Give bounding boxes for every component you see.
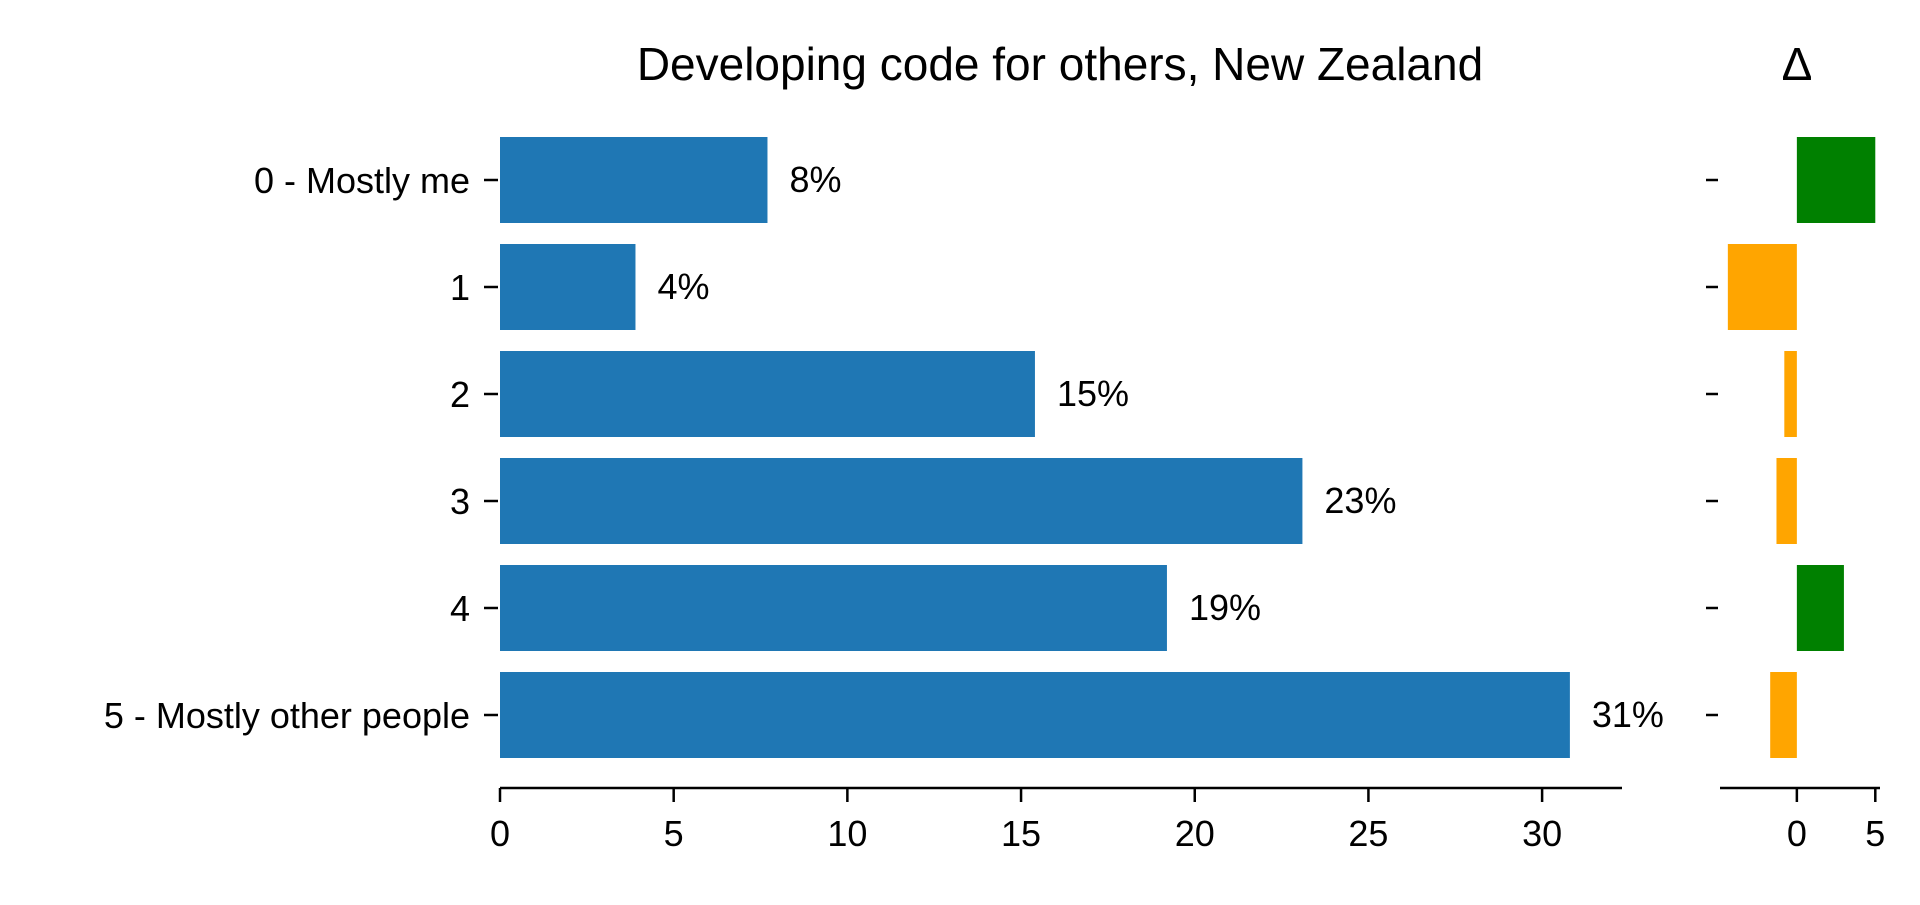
delta-chart-title: Δ: [1782, 38, 1813, 90]
category-label-0: 0 - Mostly me: [254, 160, 470, 201]
main-plot-area: 8% 0 - Mostly me 4% 1 15% 2 23% 3 19% 4 31% 5 - Mos…: [104, 137, 1664, 854]
bar-5: [500, 672, 1570, 758]
category-label-1: 1: [450, 267, 470, 308]
main-x-tick-label-2: 10: [827, 813, 867, 854]
main-chart-title: Developing code for others, New Zealand: [637, 38, 1483, 90]
delta-bar-0: [1796, 137, 1876, 223]
data-label-4: 19%: [1189, 587, 1261, 628]
data-label-3: 23%: [1324, 480, 1396, 521]
category-label-2: 2: [450, 374, 470, 415]
category-label-4: 4: [450, 588, 470, 629]
main-x-tick-label-1: 5: [664, 813, 684, 854]
delta-bar-3: [1776, 458, 1797, 544]
main-x-tick-label-3: 15: [1001, 813, 1041, 854]
delta-x-tick-label-1: 5: [1865, 813, 1885, 854]
bar-0: [500, 137, 768, 223]
main-x-tick-label-0: 0: [490, 813, 510, 854]
main-x-tick-label-6: 30: [1522, 813, 1562, 854]
delta-bar-4: [1796, 565, 1844, 651]
delta-bar-1: [1727, 244, 1797, 330]
bar-3: [500, 458, 1303, 544]
category-label-5: 5 - Mostly other people: [104, 695, 470, 736]
delta-bar-5: [1770, 672, 1797, 758]
data-label-0: 8%: [789, 159, 841, 200]
data-label-1: 4%: [657, 266, 709, 307]
data-label-5: 31%: [1592, 694, 1664, 735]
delta-x-tick-label-0: 0: [1787, 813, 1807, 854]
delta-bar-2: [1784, 351, 1797, 437]
main-x-tick-label-5: 25: [1348, 813, 1388, 854]
data-label-2: 15%: [1057, 373, 1129, 414]
main-x-tick-label-4: 20: [1175, 813, 1215, 854]
bar-4: [500, 565, 1167, 651]
bar-2: [500, 351, 1035, 437]
bar-1: [500, 244, 636, 330]
category-label-3: 3: [450, 481, 470, 522]
